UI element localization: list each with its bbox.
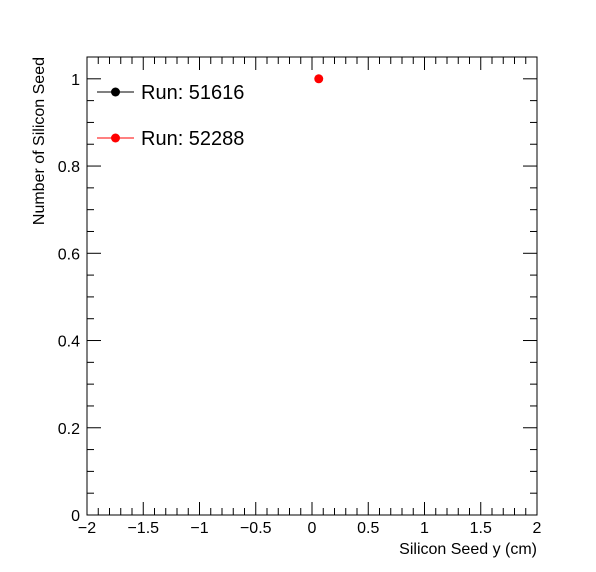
x-tick-label: −1 [190,520,208,537]
y-axis-label: Number of Silicon Seed [31,57,48,225]
legend-marker [111,134,120,143]
legend-label: Run: 52288 [141,128,244,150]
x-tick-label: −2 [78,520,96,537]
data-point [314,74,323,83]
y-tick-label: 0.6 [58,246,80,263]
x-tick-label: 0.5 [357,520,379,537]
y-tick-label: 0 [71,508,80,525]
x-axis-label: Silicon Seed y (cm) [399,541,537,558]
x-tick-label: 1.5 [470,520,492,537]
x-tick-label: −1.5 [127,520,159,537]
y-tick-label: 0.2 [58,421,80,438]
y-tick-label: 0.8 [58,159,80,176]
legend-label: Run: 51616 [141,82,244,104]
x-tick-label: 2 [533,520,542,537]
y-axis-ticks: 0 0.2 0.4 0.6 0.8 1 [58,72,537,525]
x-tick-label: −0.5 [240,520,272,537]
legend: Run: 51616 Run: 52288 [97,82,244,150]
plot-frame [87,57,537,515]
legend-marker [111,88,120,97]
y-tick-label: 0.4 [58,334,80,351]
x-tick-label: 0 [308,520,317,537]
data-markers [314,74,323,83]
y-tick-label: 1 [71,72,80,89]
x-tick-label: 1 [420,520,429,537]
